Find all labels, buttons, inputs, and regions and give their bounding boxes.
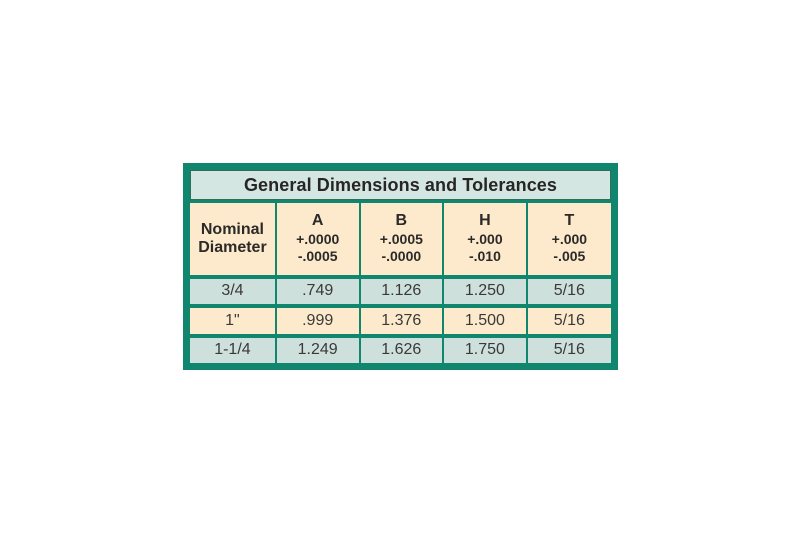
header-col-b-minus: -.0000: [381, 248, 422, 265]
row-1in-a: .999: [276, 308, 359, 334]
header-col-a-letter: A: [311, 212, 324, 230]
table-title: General Dimensions and Tolerances: [190, 170, 611, 200]
row-1-1-4-a: 1.249: [276, 337, 359, 363]
header-nominal-line2: Diameter: [198, 239, 267, 256]
row-3-4-a: .749: [276, 279, 359, 305]
row-3-4-t: 5/16: [527, 279, 611, 305]
row-1-1-4-diameter: 1-1/4: [190, 337, 275, 363]
row-3-4-diameter: 3/4: [190, 279, 275, 305]
row-1-1-4-t: 5/16: [527, 337, 611, 363]
header-col-a-minus: -.0005: [297, 248, 338, 265]
row-1-1-4-h: 1.750: [444, 337, 526, 363]
row-3-4-h: 1.250: [444, 279, 526, 305]
header-col-t-plus: +.000: [551, 230, 588, 247]
row-1-1-4-b: 1.626: [360, 337, 443, 363]
header-col-b-plus: +.0005: [379, 230, 423, 247]
dimensions-table: General Dimensions and Tolerances Nomina…: [183, 163, 618, 370]
header-col-t: T +.000 -.005: [527, 203, 611, 275]
header-col-b: B +.0005 -.0000: [360, 203, 443, 275]
row-3-4-b: 1.126: [360, 279, 443, 305]
row-1in-h: 1.500: [444, 308, 526, 334]
header-col-a: A +.0000 -.0005: [276, 203, 359, 275]
row-1in-b: 1.376: [360, 308, 443, 334]
header-col-h-letter: H: [479, 212, 491, 230]
row-1in-t: 5/16: [527, 308, 611, 334]
row-1in-diameter: 1": [190, 308, 275, 334]
header-col-h-minus: -.010: [468, 248, 501, 265]
header-col-t-letter: T: [564, 212, 575, 230]
header-col-b-letter: B: [395, 212, 408, 230]
table-grid: Nominal Diameter A +.0000 -.0005 B +.000…: [190, 203, 611, 363]
header-col-t-minus: -.005: [553, 248, 586, 265]
header-col-h: H +.000 -.010: [444, 203, 526, 275]
header-col-a-plus: +.0000: [296, 230, 340, 247]
header-col-h-plus: +.000: [467, 230, 503, 247]
header-nominal-diameter: Nominal Diameter: [190, 203, 275, 275]
header-nominal-line1: Nominal: [200, 220, 264, 238]
